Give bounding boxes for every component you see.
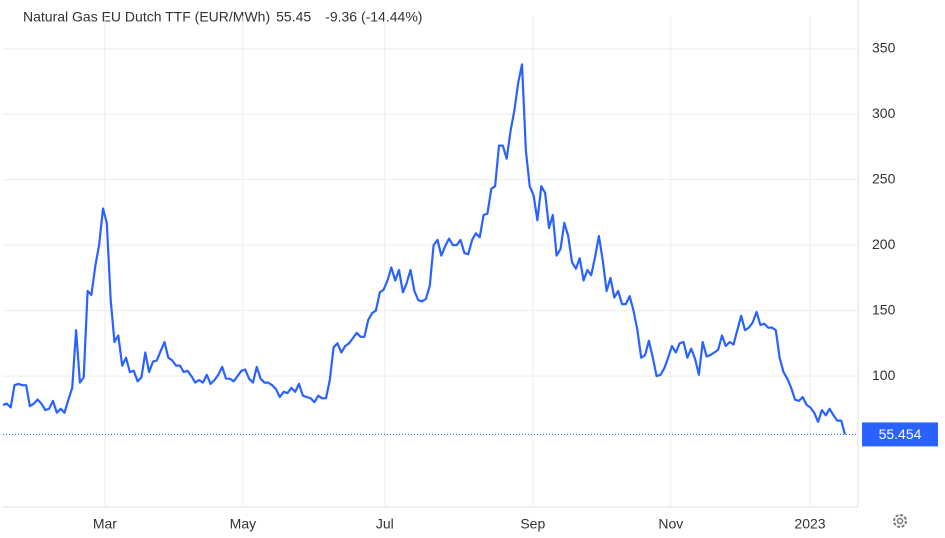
y-tick-label: 300 [872, 105, 896, 121]
y-tick-label: 200 [872, 236, 896, 252]
grid [3, 16, 858, 507]
gear [893, 514, 907, 528]
last-price: 55.45 [276, 9, 311, 25]
price-line [2, 63, 847, 435]
x-tick-label: May [230, 516, 256, 532]
x-tick-label: Mar [93, 516, 117, 532]
settings-icon[interactable] [893, 514, 907, 528]
gear-center [896, 517, 904, 525]
price-badge-label: 55.454 [879, 426, 922, 442]
x-tick-label: Nov [658, 516, 683, 532]
price-change: -9.36 (-14.44%) [325, 9, 422, 25]
y-tick-label: 150 [872, 301, 896, 317]
price-badge [862, 422, 938, 447]
chart-title: Natural Gas EU Dutch TTF (EUR/MWh) [23, 9, 270, 25]
x-tick-label: Sep [520, 516, 545, 532]
x-tick-label: 2023 [794, 516, 825, 532]
y-tick-label: 100 [872, 367, 896, 383]
y-tick-label: 250 [872, 170, 896, 186]
y-tick-label: 350 [872, 39, 896, 55]
x-tick-label: Jul [376, 516, 394, 532]
